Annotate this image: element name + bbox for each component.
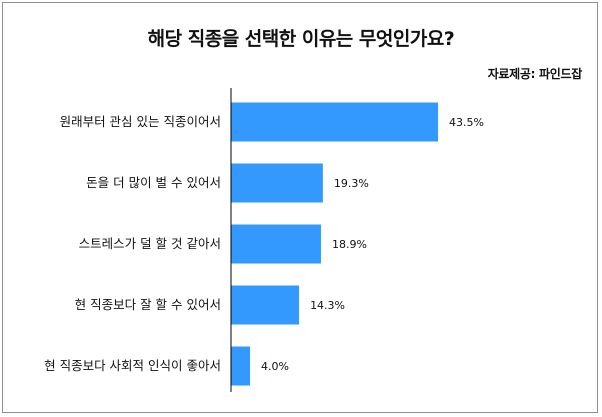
category-label: 돈을 더 많이 벌 수 있어서 [86,175,221,190]
category-label: 스트레스가 덜 할 것 같아서 [79,236,221,251]
category-label: 원래부터 관심 있는 직종이어서 [60,114,221,129]
source-note: 자료제공: 파인드잡 [487,67,583,81]
value-label: 19.3% [334,177,369,190]
value-label: 4.0% [261,360,289,373]
chart-title: 해당 직종을 선택한 이유는 무엇인가요? [147,28,455,50]
chart-frame [2,2,598,413]
value-label: 18.9% [332,238,367,251]
value-label: 14.3% [310,299,345,312]
bar [231,285,300,325]
bar [231,224,321,264]
bar [231,102,439,142]
bar [231,163,323,203]
category-label: 현 직종보다 잘 할 수 있어서 [75,297,221,312]
value-label: 43.5% [449,116,484,129]
category-label: 현 직종보다 사회적 인식이 좋아서 [44,358,221,373]
bar [231,346,251,386]
